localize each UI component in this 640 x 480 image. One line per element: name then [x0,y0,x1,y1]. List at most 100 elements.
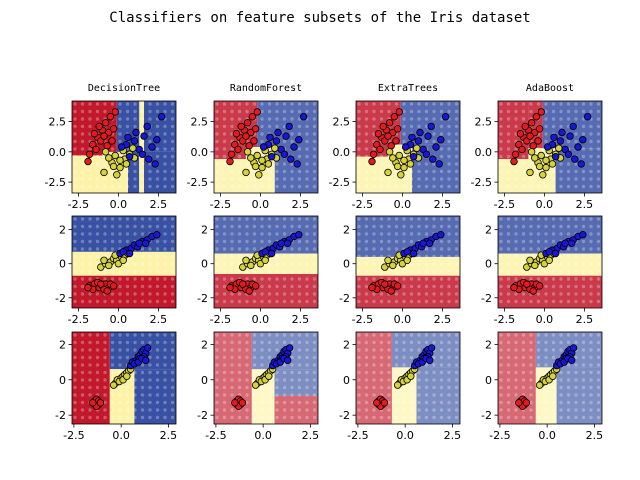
grid-dot [215,385,219,390]
grid-dot [215,184,219,189]
grid-dot [237,217,242,221]
grid-dot [379,333,384,337]
grid-dot [454,162,459,166]
grid-dot [110,147,115,151]
grid-dot [125,124,130,129]
grid-dot [252,239,257,244]
data-point-class1 [407,372,415,380]
grid-dot [222,385,227,390]
grid-dot [267,348,272,352]
grid-dot [387,355,391,360]
grid-dot [110,393,115,397]
grid-dot [379,117,384,121]
grid-dot [245,277,249,281]
grid-dot [574,217,578,221]
grid-dot [148,355,152,360]
data-point-class2 [124,133,132,141]
grid-dot [312,292,317,296]
grid-dot [424,415,429,420]
grid-dot [454,254,459,259]
data-point-class1 [116,163,124,172]
grid-dot [454,154,459,159]
grid-dot [118,184,122,189]
grid-dot [80,147,85,151]
data-point-class2 [153,135,161,144]
grid-dot [447,340,451,345]
grid-dot [290,408,294,412]
data-point-class0 [389,128,397,137]
data-point-class2 [435,160,443,168]
grid-dot [312,393,317,397]
grid-dot [499,415,503,420]
grid-dot [521,169,526,174]
grid-dot [372,102,376,106]
grid-dot [170,109,175,114]
grid-dot [379,254,384,259]
grid-dot [282,370,287,375]
grid-dot [417,269,421,274]
grid-dot [544,109,548,114]
grid-dot [364,154,369,159]
grid-dot [215,147,219,151]
grid-dot [163,277,167,281]
grid-dot [589,355,593,360]
grid-dot [364,232,369,236]
data-point-class1 [542,156,550,164]
grid-dot [312,355,317,360]
grid-dot [574,139,578,144]
grid-dot [559,299,563,304]
grid-dot [80,385,85,390]
grid-dot [125,393,130,397]
grid-dot [566,385,571,390]
data-point-class0 [238,399,247,407]
grid-dot [245,232,249,236]
grid-dot [245,370,249,375]
grid-dot [297,169,302,174]
grid-dot [394,393,399,397]
grid-dot [417,177,421,181]
y-tick-label: -2 [339,409,350,422]
grid-dot [222,333,227,337]
grid-dot [215,292,219,296]
grid-dot [170,184,175,189]
data-point-class2 [141,356,150,364]
grid-dot [305,363,309,367]
grid-dot [230,177,234,181]
grid-dot [574,262,578,266]
grid-dot [521,378,526,382]
grid-dot [88,109,92,114]
x-tick-label: 2.5 [150,198,168,211]
grid-dot [589,177,593,181]
data-point-class1 [393,381,402,389]
grid-dot [312,247,317,251]
data-point-class1 [123,372,131,380]
grid-dot [439,385,444,390]
grid-dot [514,124,518,129]
grid-dot [163,348,167,352]
grid-dot [432,262,436,266]
grid-dot [454,408,459,412]
grid-dot [88,102,92,106]
grid-dot [432,177,436,181]
grid-dot [215,224,219,229]
data-point-class2 [267,249,276,258]
grid-dot [559,232,563,236]
grid-dot [252,102,257,106]
grid-dot [536,169,541,174]
y-tick-label: 0 [485,374,492,387]
grid-dot [290,169,294,174]
grid-dot [140,370,145,375]
grid-dot [267,217,272,221]
grid-dot [596,333,601,337]
grid-dot [499,147,503,151]
grid-dot [118,348,122,352]
grid-dot [245,415,249,420]
grid-dot [215,284,219,289]
grid-dot [566,393,571,397]
grid-dot [417,348,421,352]
grid-dot [372,109,376,114]
grid-dot [499,154,503,159]
grid-dot [80,333,85,337]
data-point-class2 [583,112,592,121]
data-point-class0 [95,122,103,131]
